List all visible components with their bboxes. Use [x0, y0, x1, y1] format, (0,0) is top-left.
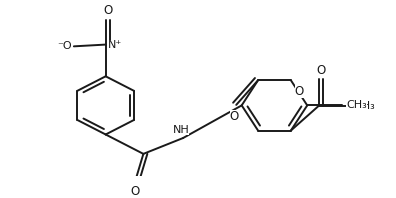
Text: NH: NH [173, 125, 190, 135]
Text: O: O [131, 185, 140, 198]
Text: O: O [295, 85, 304, 98]
Text: O: O [103, 4, 112, 17]
Text: CH₃: CH₃ [346, 100, 367, 110]
Text: O: O [316, 64, 325, 77]
Text: N⁺: N⁺ [108, 40, 122, 50]
Text: CH₃: CH₃ [354, 101, 375, 111]
Text: ⁻O: ⁻O [57, 41, 72, 51]
Text: O: O [230, 110, 239, 123]
